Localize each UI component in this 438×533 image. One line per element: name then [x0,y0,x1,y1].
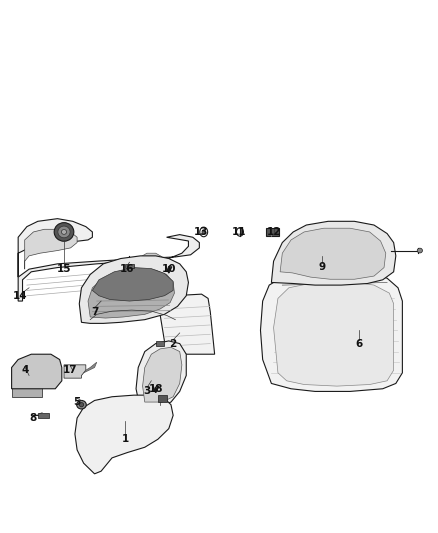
Ellipse shape [57,226,62,238]
Text: 18: 18 [148,384,163,394]
Polygon shape [18,219,92,277]
Text: 3: 3 [143,386,151,397]
Polygon shape [280,228,386,279]
Ellipse shape [417,248,423,253]
Text: 6: 6 [355,338,362,349]
Polygon shape [125,264,134,268]
Text: 11: 11 [231,227,246,237]
Text: 13: 13 [194,227,209,237]
Polygon shape [274,281,394,386]
Polygon shape [64,365,86,378]
Text: 8: 8 [30,413,37,423]
Polygon shape [266,228,279,236]
Ellipse shape [202,230,205,234]
Text: 9: 9 [318,262,325,271]
Polygon shape [12,354,62,389]
Text: 16: 16 [120,264,134,274]
Text: 1: 1 [121,434,129,445]
Text: 14: 14 [13,290,28,301]
Polygon shape [136,341,186,410]
Polygon shape [261,269,403,391]
Polygon shape [75,395,173,474]
Ellipse shape [58,226,70,238]
Ellipse shape [54,223,74,241]
Polygon shape [272,221,396,285]
Text: 7: 7 [91,306,98,317]
Text: 15: 15 [57,264,71,274]
Ellipse shape [77,400,86,409]
Polygon shape [12,386,42,397]
Polygon shape [88,269,174,318]
Polygon shape [79,256,188,324]
Text: 2: 2 [170,338,177,349]
Polygon shape [158,395,166,402]
Polygon shape [155,341,164,346]
Text: 5: 5 [74,397,81,407]
Text: 10: 10 [162,264,176,274]
Ellipse shape [66,226,71,238]
Polygon shape [160,294,215,354]
Text: 12: 12 [266,227,281,237]
Ellipse shape [61,230,67,235]
Text: 4: 4 [21,365,28,375]
Text: 17: 17 [63,365,78,375]
Polygon shape [25,229,77,269]
Polygon shape [84,362,97,373]
Polygon shape [141,253,162,260]
Polygon shape [18,235,199,301]
Polygon shape [38,413,49,418]
Ellipse shape [79,402,84,407]
Polygon shape [143,348,182,402]
Polygon shape [92,268,173,301]
